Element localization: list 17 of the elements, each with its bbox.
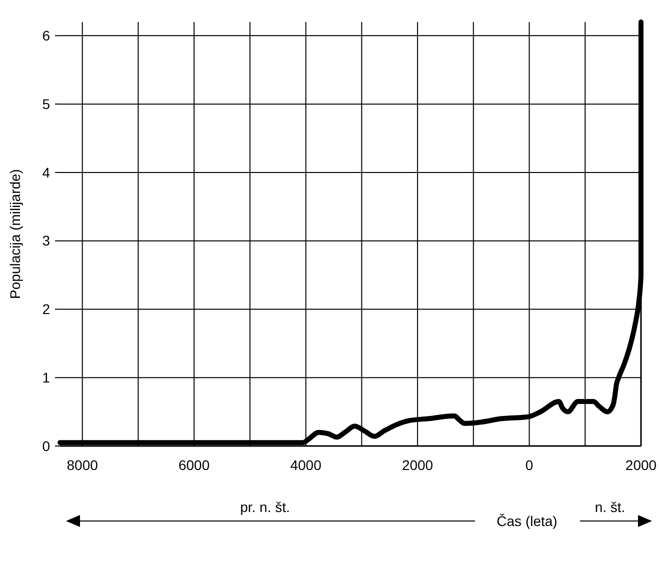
y-tick-label: 3: [42, 232, 50, 249]
x-tick-label: 2000: [625, 457, 657, 473]
y-tick-label: 0: [42, 438, 50, 454]
x-tick-label: 8000: [66, 457, 98, 473]
y-tick-label: 2: [42, 301, 50, 318]
x-tick-label: 2000: [402, 457, 434, 473]
x-tick-label: 6000: [178, 457, 210, 473]
y-tick-label: 6: [42, 28, 50, 44]
y-tick-label: 5: [42, 96, 50, 112]
y-tick-label: 1: [42, 370, 50, 386]
y-axis-title: Populacija (milijarde): [7, 169, 23, 299]
x-tick-label: 4000: [290, 457, 322, 473]
text: n. št.: [594, 499, 626, 515]
x-axis-title: Čas (leta): [496, 513, 558, 529]
x-tick-label: 0: [525, 457, 534, 473]
y-tick-label: 4: [42, 164, 50, 180]
text: pr. n. št.: [240, 499, 290, 515]
